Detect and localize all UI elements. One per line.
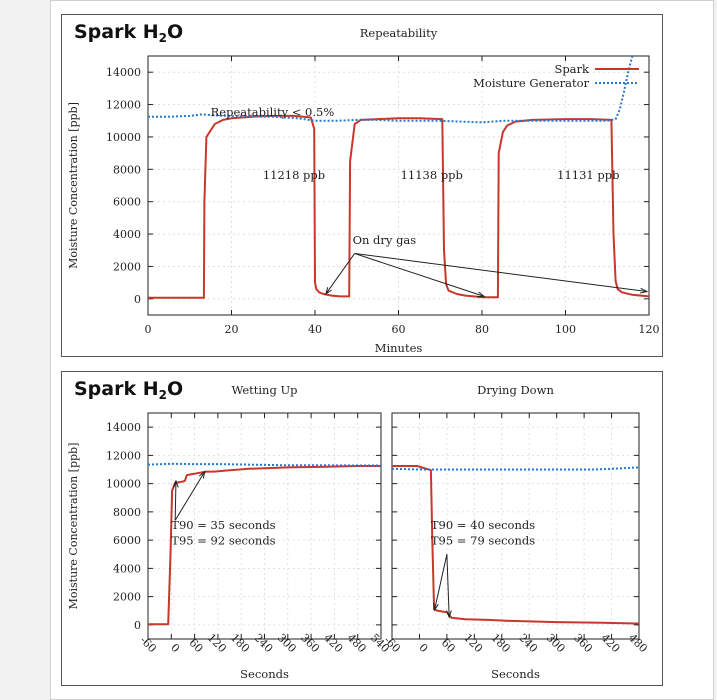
annotation-label: T90 = 40 seconds xyxy=(431,518,535,532)
arrow-head xyxy=(477,291,486,298)
tick-label-y: 2000 xyxy=(113,260,141,273)
annotation-arrow xyxy=(354,253,485,297)
tick-label-y: 6000 xyxy=(113,196,141,209)
annotation-label: On dry gas xyxy=(353,233,417,247)
tick-label-y: 12000 xyxy=(106,99,141,112)
annotation-label: T90 = 35 seconds xyxy=(171,518,275,532)
tick-label-x: 180 xyxy=(489,631,513,655)
series-generator-line xyxy=(148,462,381,467)
legend-label: Spark xyxy=(554,62,590,76)
arrow-head xyxy=(325,287,332,296)
tick-label-y: 4000 xyxy=(113,562,141,575)
tick-label-y: 2000 xyxy=(113,591,141,604)
brand-label-bottom: Spark H2O xyxy=(74,378,184,402)
arrow-head xyxy=(433,603,439,612)
tick-label-y: 8000 xyxy=(113,506,141,519)
tick-label-x: 0 xyxy=(416,641,430,655)
tick-label-x: -60 xyxy=(137,634,159,656)
response-time-charts: -60 0 60 120 180 240 300 360 420 480 5400200040006… xyxy=(67,383,650,681)
tick-label-x: 240 xyxy=(251,631,275,655)
tick-label-x: 0 xyxy=(145,323,152,336)
tick-label-x: 480 xyxy=(626,631,650,655)
series-group xyxy=(148,56,649,299)
chart-1: -60 0 60 120 180 240 300 360 420 480 5400200040006… xyxy=(67,383,392,681)
series-spark-line xyxy=(148,465,381,626)
tick-label-x: 300 xyxy=(544,631,568,655)
arrow-head xyxy=(198,470,206,479)
tick-label-y: 14000 xyxy=(106,66,141,79)
annotation-arrow xyxy=(434,554,448,611)
y-axis-label: Moisture Concentration [ppb] xyxy=(67,102,80,269)
annotation-label: T95 = 79 seconds xyxy=(431,533,535,547)
tick-label-x: 480 xyxy=(345,631,369,655)
series-group xyxy=(148,462,381,626)
annotation-arrow xyxy=(174,480,177,521)
tick-label-x: 100 xyxy=(555,323,576,336)
series-generator-line xyxy=(148,56,634,124)
tick-label-x: 60 xyxy=(392,323,406,336)
tick-label-y: 0 xyxy=(134,619,141,632)
chart-0: 0 20 40 60 80 100 120 0 2000 4000 6000 8000 10000 120… xyxy=(67,26,660,355)
chart-title: Drying Down xyxy=(477,383,554,397)
tick-label-x: 40 xyxy=(308,323,322,336)
response-time-panel: Spark H2O -60 0 60 120 180 240 300 360 420 480 540… xyxy=(61,371,663,686)
tick-label-x: 420 xyxy=(598,631,622,655)
series-generator-line xyxy=(392,466,639,471)
x-axis-label: Minutes xyxy=(375,341,423,355)
repeatability-chart: 0 20 40 60 80 100 120 0 2000 4000 6000 8000 10000 120… xyxy=(67,26,660,355)
annotation-label: T95 = 92 seconds xyxy=(171,533,275,547)
tick-label-x: 0 xyxy=(168,641,182,655)
x-axis-label: Seconds xyxy=(491,667,540,681)
arrow-head xyxy=(446,610,452,619)
annotation-label: 11131 ppb xyxy=(557,168,619,182)
repeatability-panel: Spark H2O 0 20 40 60 80 100 120 0 2000 4000 6000 80… xyxy=(61,14,663,357)
chart-title: Repeatability xyxy=(360,26,438,40)
tick-label-y: 10000 xyxy=(106,478,141,491)
tick-label-y: 0 xyxy=(134,293,141,306)
arrow-head xyxy=(172,479,179,488)
tick-label-y: 4000 xyxy=(113,228,141,241)
tick-label-x: 120 xyxy=(205,631,229,655)
arrow-head xyxy=(639,287,649,294)
tick-label-y: 14000 xyxy=(106,421,141,434)
annotation-arrow xyxy=(446,554,450,618)
annotation-label: Repeatability < 0.5% xyxy=(211,105,335,119)
tick-label-x: 120 xyxy=(639,323,660,336)
annotation-label: 11138 ppb xyxy=(401,168,463,182)
chart-title: Wetting Up xyxy=(231,383,297,397)
annotation-arrow xyxy=(354,252,647,293)
y-axis-label: Moisture Concentration [ppb] xyxy=(67,443,80,610)
brand-label-top: Spark H2O xyxy=(74,21,184,45)
tick-label-x: 180 xyxy=(228,631,252,655)
tick-label-y: 10000 xyxy=(106,131,141,144)
x-axis-label: Seconds xyxy=(240,667,289,681)
annotation-label: 11218 ppb xyxy=(263,168,325,182)
tick-label-x: 120 xyxy=(461,631,485,655)
tick-label-x: 240 xyxy=(516,631,540,655)
tick-label-y: 12000 xyxy=(106,449,141,462)
legend-label: Moisture Generator xyxy=(473,76,589,90)
tick-label-y: 6000 xyxy=(113,534,141,547)
tick-label-x: 360 xyxy=(298,631,322,655)
tick-label-x: 20 xyxy=(225,323,239,336)
annotation-arrow xyxy=(174,471,206,521)
tick-label-x: 420 xyxy=(321,631,345,655)
tick-label-x: 300 xyxy=(275,631,299,655)
tick-label-x: 80 xyxy=(475,323,489,336)
annotation-arrow xyxy=(325,253,356,295)
tick-label-x: 360 xyxy=(571,631,595,655)
plot-frame xyxy=(391,412,640,640)
tick-label-y: 8000 xyxy=(113,163,141,176)
